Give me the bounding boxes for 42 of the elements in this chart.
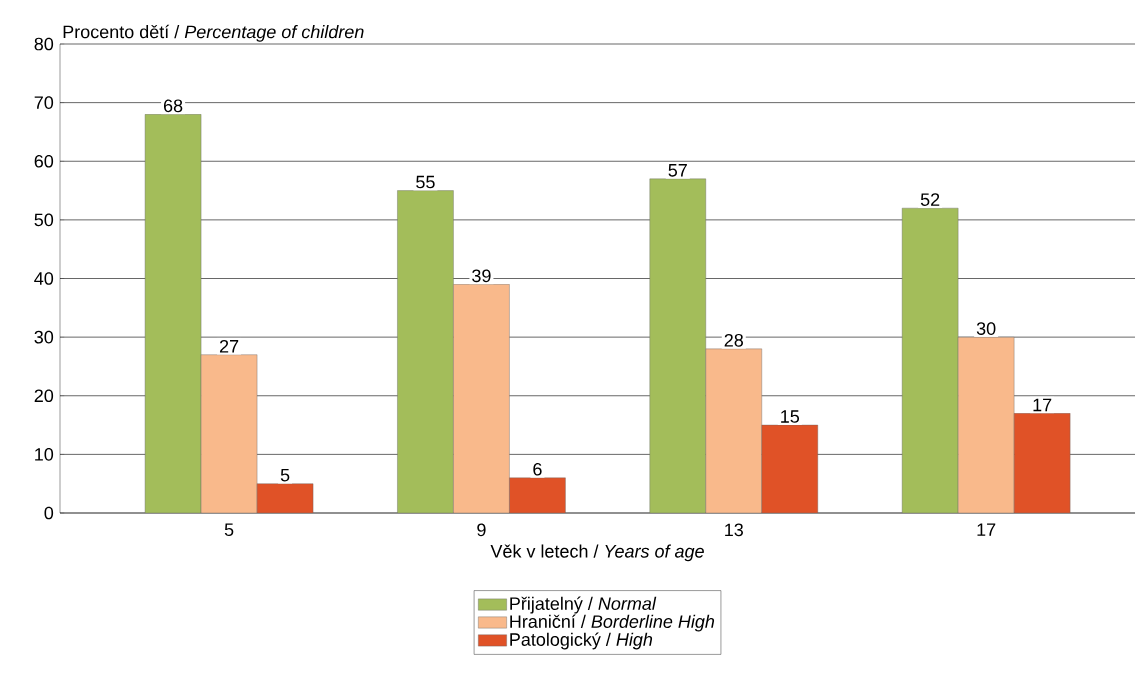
x-tick-label: 17 [977, 523, 996, 536]
data-label: 57 [668, 164, 687, 177]
y-tick-label: 80 [34, 37, 54, 51]
legend-label: Přijatelný / Normal [510, 596, 657, 614]
bar [649, 178, 706, 513]
y-tick-label: 20 [34, 389, 54, 403]
data-label: 28 [724, 333, 744, 347]
y-tick-label: 70 [34, 96, 54, 109]
data-label: 27 [219, 339, 239, 353]
y-tick-label: 60 [34, 154, 54, 168]
y-tick-label: 30 [34, 330, 54, 344]
data-label: 30 [976, 322, 996, 335]
y-tick-label: 40 [34, 272, 54, 285]
bar [200, 354, 258, 513]
y-tick-label: 0 [44, 506, 54, 520]
x-tick-label: 9 [477, 523, 486, 537]
bar [957, 336, 1015, 513]
x-axis-title: Věk v letech / Years of age [490, 544, 704, 562]
bar [705, 348, 762, 513]
data-label: 52 [920, 193, 940, 206]
data-label: 6 [533, 462, 542, 476]
y-tick-label: 10 [35, 448, 54, 461]
y-axis-title: Procento dětí / Percentage of children [63, 24, 364, 42]
x-tick-label: 5 [224, 523, 234, 537]
data-label: 55 [416, 175, 435, 189]
legend-label: Patologický / High [510, 632, 653, 650]
bar [509, 477, 566, 513]
data-label: 68 [163, 99, 183, 113]
bar [144, 114, 202, 513]
bar [256, 483, 314, 513]
data-label: 5 [280, 468, 290, 482]
data-label: 15 [781, 410, 800, 423]
legend-label: Hraniční / Borderline High [510, 614, 715, 632]
data-label: 39 [472, 269, 491, 283]
bar [453, 284, 510, 513]
x-tick-label: 13 [725, 523, 743, 537]
data-label: 17 [1033, 398, 1052, 412]
bar [397, 190, 454, 513]
bar [761, 424, 818, 513]
bar [1013, 413, 1071, 513]
bar [901, 207, 959, 513]
y-tick-label: 50 [34, 213, 54, 227]
